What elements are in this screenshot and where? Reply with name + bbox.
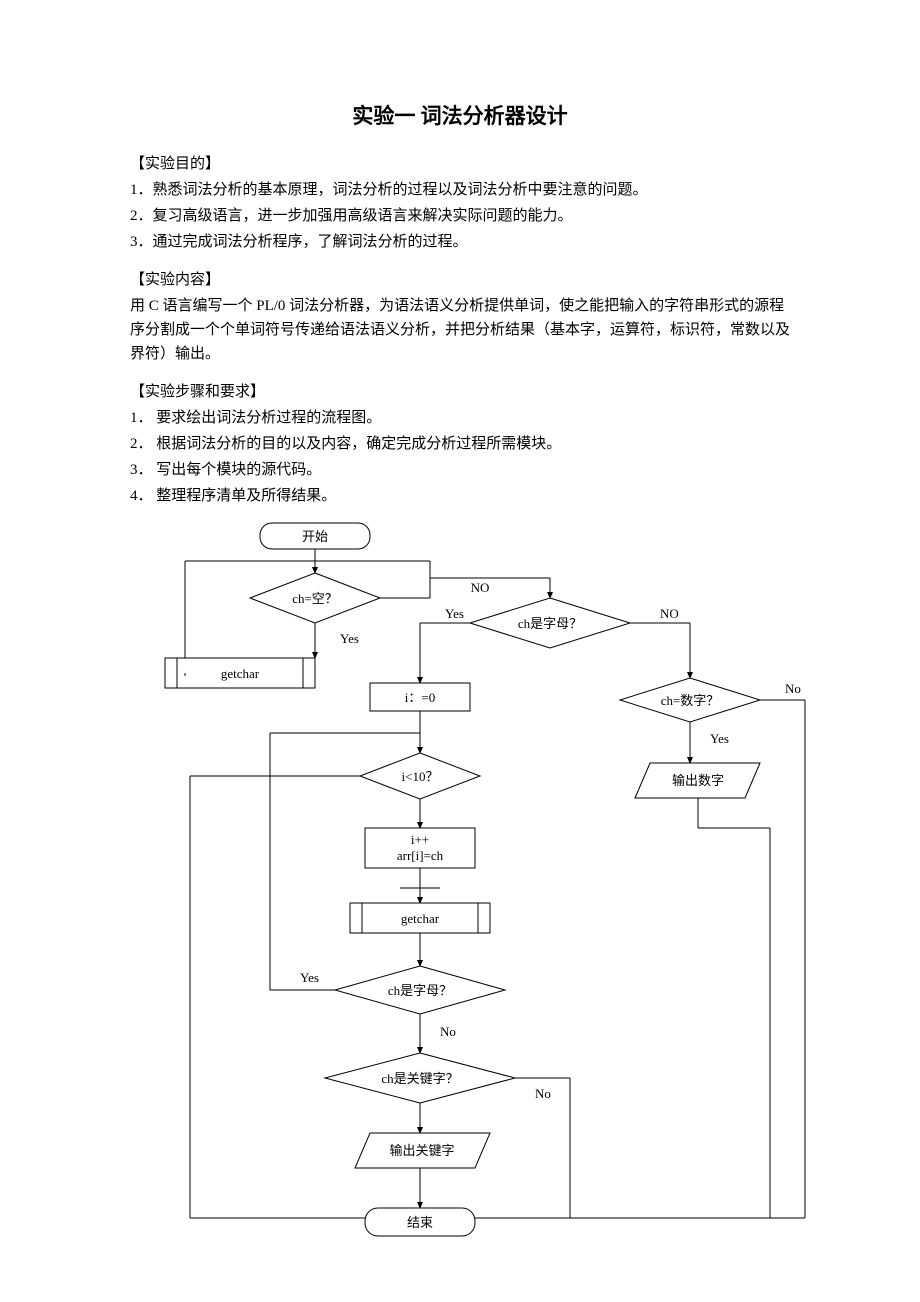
svg-text:ch是字母？: ch是字母？ — [388, 983, 452, 998]
purpose-2: 2．复习高级语言，进一步加强用高级语言来解决实际问题的能力。 — [130, 204, 790, 228]
node-i-eq-0: i：=0 — [370, 683, 470, 711]
purpose-3: 3．通过完成词法分析程序，了解词法分析的过程。 — [130, 230, 790, 254]
node-decision-digit: ch=数字？ — [620, 678, 760, 722]
label-yes-3: Yes — [710, 731, 729, 746]
label-no-5: No — [535, 1086, 551, 1101]
svg-text:ch=数字？: ch=数字？ — [661, 693, 720, 708]
svg-text:结束: 结束 — [407, 1215, 433, 1230]
node-decision-keyword: ch是关键字？ — [325, 1053, 515, 1103]
node-output-number: 输出数字 — [635, 763, 760, 798]
node-decision-space: ch=空？ — [250, 573, 380, 623]
node-start: 开始 — [260, 523, 370, 549]
node-decision-i10: i<10？ — [360, 753, 480, 799]
svg-text:ch=空？: ch=空？ — [292, 591, 338, 606]
svg-text:开始: 开始 — [302, 529, 328, 544]
label-yes-1: Yes — [340, 631, 359, 646]
svg-text:getchar: getchar — [221, 666, 260, 681]
step-4: 4． 整理程序清单及所得结果。 — [130, 484, 790, 508]
node-output-keyword: 输出关键字 — [355, 1133, 490, 1168]
svg-text:i：=0: i：=0 — [405, 690, 435, 705]
svg-text:i<10？: i<10？ — [402, 769, 439, 784]
svg-text:输出关键字: 输出关键字 — [389, 1143, 454, 1158]
content-1: 用 C 语言编写一个 PL/0 词法分析器，为语法语义分析提供单词，使之能把输入… — [130, 294, 790, 366]
svg-text:arr[i]=ch: arr[i]=ch — [397, 848, 444, 863]
svg-text:ch是字母？: ch是字母？ — [518, 616, 582, 631]
node-inc: i++ arr[i]=ch — [365, 828, 475, 868]
label-no-2: NO — [660, 606, 679, 621]
label-yes-2: Yes — [445, 606, 464, 621]
page-title: 实验一 词法分析器设计 — [130, 100, 790, 134]
step-3: 3． 写出每个模块的源代码。 — [130, 458, 790, 482]
label-no-4: No — [440, 1024, 456, 1039]
node-getchar-1: getchar — [165, 658, 315, 688]
svg-text:getchar: getchar — [401, 911, 440, 926]
label-no-3: No — [785, 681, 801, 696]
svg-text:i++: i++ — [411, 832, 429, 847]
purpose-1: 1．熟悉词法分析的基本原理，词法分析的过程以及词法分析中要注意的问题。 — [130, 178, 790, 202]
node-getchar-2: getchar — [350, 903, 490, 933]
svg-text:输出数字: 输出数字 — [672, 773, 724, 788]
step-2: 2． 根据词法分析的目的以及内容，确定完成分析过程所需模块。 — [130, 432, 790, 456]
section-head-steps: 【实验步骤和要求】 — [130, 380, 790, 404]
step-1: 1． 要求绘出词法分析过程的流程图。 — [130, 406, 790, 430]
node-decision-letter-2: ch是字母？ — [335, 966, 505, 1014]
node-end: 结束 — [365, 1208, 475, 1236]
section-head-content: 【实验内容】 — [130, 268, 790, 292]
node-decision-letter-1: ch是字母？ — [470, 598, 630, 648]
label-no-1: NO — [471, 580, 490, 595]
label-yes-4: Yes — [300, 970, 319, 985]
svg-text:ch是关键字？: ch是关键字？ — [381, 1071, 458, 1086]
flowchart: 开始 ch=空？ NO Yes getchar ch是字母？ Yes NO i：… — [150, 518, 790, 1256]
section-head-purpose: 【实验目的】 — [130, 152, 790, 176]
